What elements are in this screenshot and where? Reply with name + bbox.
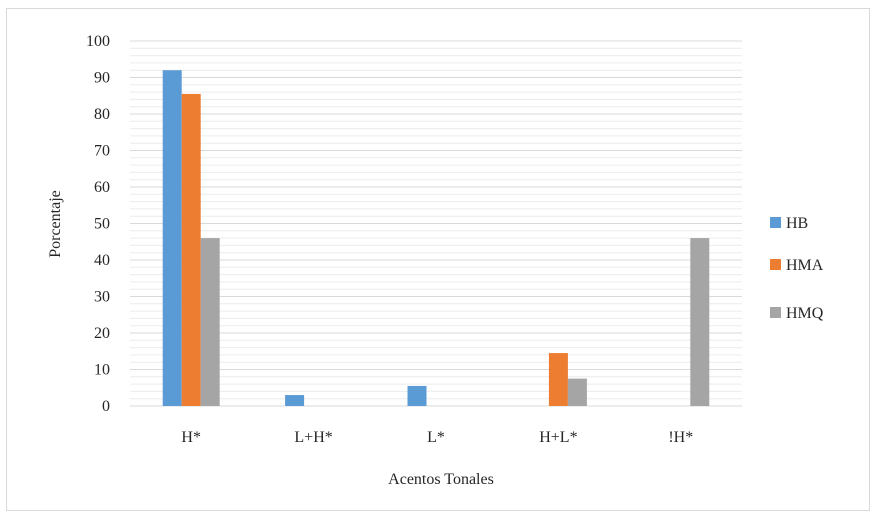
legend-label-hma: HMA xyxy=(786,257,824,274)
legend-swatch-hb xyxy=(770,217,781,228)
legend-swatch-hmq xyxy=(770,307,781,318)
x-tick-label: L* xyxy=(427,429,445,446)
x-tick-label: !H* xyxy=(668,429,693,446)
bar-hmq-5 xyxy=(690,238,710,406)
y-tick-label: 60 xyxy=(94,179,110,196)
y-tick-label: 20 xyxy=(94,325,110,342)
bar-hmq-1 xyxy=(200,238,220,406)
gridlines xyxy=(130,40,742,400)
x-axis-ticks: H* L+H* L* H+L* !H* xyxy=(181,429,693,446)
y-tick-label: 10 xyxy=(94,362,110,379)
bar-hma-4 xyxy=(548,353,568,406)
x-tick-label: H+L* xyxy=(539,429,577,446)
y-axis-ticks: 0 10 20 30 40 50 60 70 80 90 100 xyxy=(86,33,110,415)
bars xyxy=(162,70,710,407)
y-tick-label: 70 xyxy=(94,143,110,160)
y-tick-label: 30 xyxy=(94,289,110,306)
y-tick-label: 40 xyxy=(94,252,110,269)
bar-hb-2 xyxy=(285,395,305,406)
y-tick-label: 0 xyxy=(102,398,110,415)
y-axis-title: Porcentaje xyxy=(47,190,64,258)
y-tick-label: 90 xyxy=(94,70,110,87)
bar-hb-1 xyxy=(162,70,182,406)
y-tick-label: 80 xyxy=(94,106,110,123)
x-axis-title: Acentos Tonales xyxy=(388,471,494,488)
y-tick-label: 100 xyxy=(86,33,110,50)
x-tick-label: H* xyxy=(181,429,201,446)
y-tick-label: 50 xyxy=(94,216,110,233)
legend-label-hb: HB xyxy=(786,215,808,232)
x-tick-label: L+H* xyxy=(294,429,332,446)
legend-swatch-hma xyxy=(770,259,781,270)
legend-label-hmq: HMQ xyxy=(786,305,824,322)
bar-hmq-4 xyxy=(567,378,587,406)
bar-hb-3 xyxy=(407,385,427,406)
bar-hma-1 xyxy=(181,93,201,407)
legend: HB HMA HMQ xyxy=(770,215,824,322)
